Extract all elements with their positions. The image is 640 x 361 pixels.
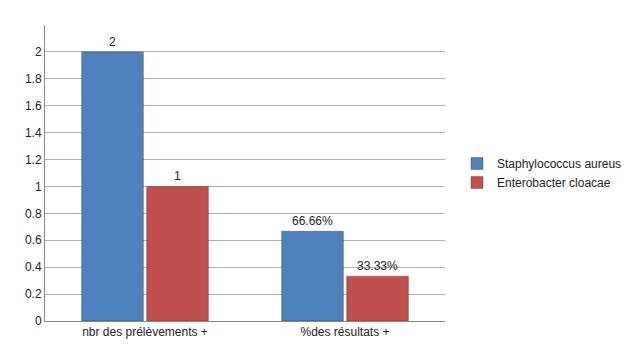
svg-text:1: 1 — [35, 180, 42, 194]
svg-text:1.8: 1.8 — [25, 72, 42, 86]
svg-text:0.4: 0.4 — [25, 260, 42, 274]
svg-text:Staphylococcus aureus: Staphylococcus aureus — [497, 157, 621, 171]
svg-text:nbr des prélèvements +: nbr des prélèvements + — [82, 325, 208, 339]
svg-text:0: 0 — [35, 314, 42, 328]
svg-text:0.6: 0.6 — [25, 233, 42, 247]
svg-text:1.2: 1.2 — [25, 153, 42, 167]
svg-text:0.2: 0.2 — [25, 287, 42, 301]
svg-text:1: 1 — [174, 169, 181, 183]
svg-text:66.66%: 66.66% — [292, 214, 333, 228]
svg-text:%des résultats +: %des résultats + — [300, 325, 389, 339]
svg-text:1.6: 1.6 — [25, 99, 42, 113]
svg-text:2: 2 — [35, 45, 42, 59]
svg-text:2: 2 — [109, 35, 116, 49]
svg-text:0.8: 0.8 — [25, 207, 42, 221]
svg-text:1.4: 1.4 — [25, 126, 42, 140]
svg-text:Enterobacter cloacae: Enterobacter cloacae — [497, 176, 611, 190]
svg-text:33.33%: 33.33% — [357, 259, 398, 273]
